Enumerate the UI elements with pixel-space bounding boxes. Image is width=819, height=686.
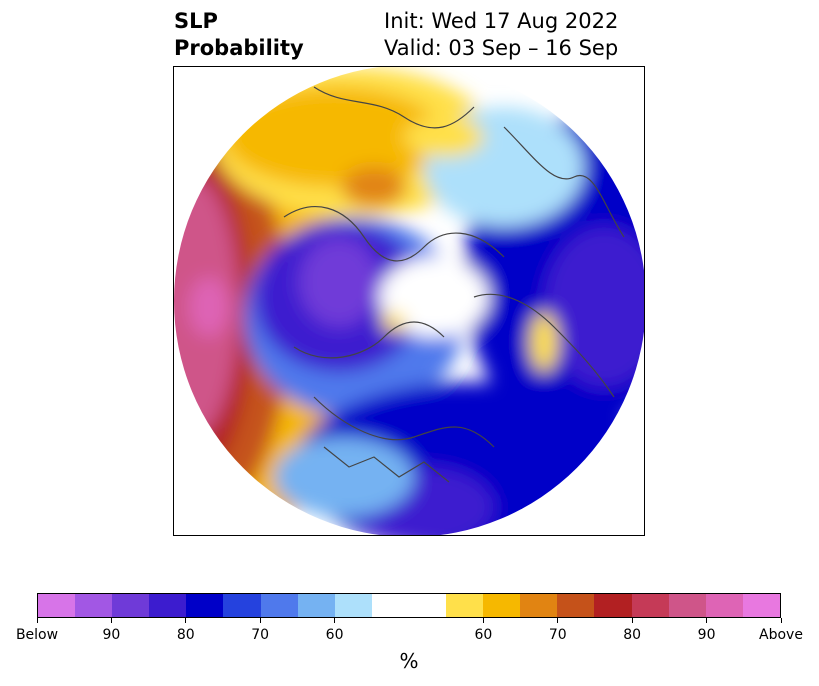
colorbar-tick [706,618,708,623]
colorbar-segment [631,594,669,617]
colorbar-tick-label: 80 [176,627,195,643]
colorbar-tick-label: 90 [697,627,716,643]
colorbar-tick-label: Below [15,627,59,643]
colorbar-unit-label: % [399,649,419,673]
colorbar-tick-label: 80 [623,627,642,643]
title-line-2: Probability [174,36,304,60]
colorbar-segment [705,594,743,617]
coastline-6 [323,446,450,483]
pacific-high-max [189,277,229,337]
colorbar-tick-label: Above [759,627,803,643]
colorbar-tick [631,618,633,623]
colorbar-segment [742,594,780,617]
colorbar-tick [259,618,261,623]
colorbar-tick [36,618,38,623]
europe-high-max [342,167,406,207]
colorbar-tick-label: 70 [548,627,567,643]
colorbar-tick [110,618,112,623]
colorbar-tick-label: 70 [251,627,270,643]
colorbar-segment [668,594,706,617]
title-line-1: SLP [174,9,218,33]
colorbar-tick [185,618,187,623]
coastline-5 [313,86,475,129]
probability-map [173,66,645,536]
polar-neutral [379,257,489,337]
coastline-3 [313,396,495,448]
coastlines [283,86,625,483]
valid-range: Valid: 03 Sep – 16 Sep [384,36,619,60]
colorbar-segment [371,594,447,617]
america-low [274,437,414,517]
coastline-2 [293,321,445,359]
colorbar-segment [520,594,558,617]
colorbar-tick-label: 60 [325,627,344,643]
colorbar [37,593,781,618]
arctic-low-max [299,237,379,327]
colorbar-segment [38,594,76,617]
asia-high-spot [530,312,558,372]
colorbar-tick-label: 90 [102,627,121,643]
forecast-dates: Init: Wed 17 Aug 2022 Valid: 03 Sep – 16… [384,8,618,62]
colorbar-tick [557,618,559,623]
coastline-7 [503,126,625,238]
colorbar-segment [483,594,521,617]
polar-high-spot [382,312,406,332]
init-date: Init: Wed 17 Aug 2022 [384,9,619,33]
colorbar-segment [149,594,187,617]
map-svg [174,67,644,535]
colorbar-tick-label: 60 [474,627,493,643]
colorbar-segment [446,594,484,617]
colorbar-segment [223,594,261,617]
colorbar-segment [260,594,298,617]
europe-high-core [224,87,444,187]
colorbar-segment [297,594,335,617]
colorbar-tick [482,618,484,623]
colorbar-tick [780,618,782,623]
colorbar-segment [112,594,150,617]
colorbar-segment [557,594,595,617]
colorbar-segment [75,594,113,617]
colorbar-segment [594,594,632,617]
colorbar-tick [334,618,336,623]
colorbar-segment [334,594,372,617]
coastline-1 [283,206,505,262]
coastline-4 [473,293,615,398]
map-title: SLP Probability [174,8,304,62]
colorbar-segment [186,594,224,617]
